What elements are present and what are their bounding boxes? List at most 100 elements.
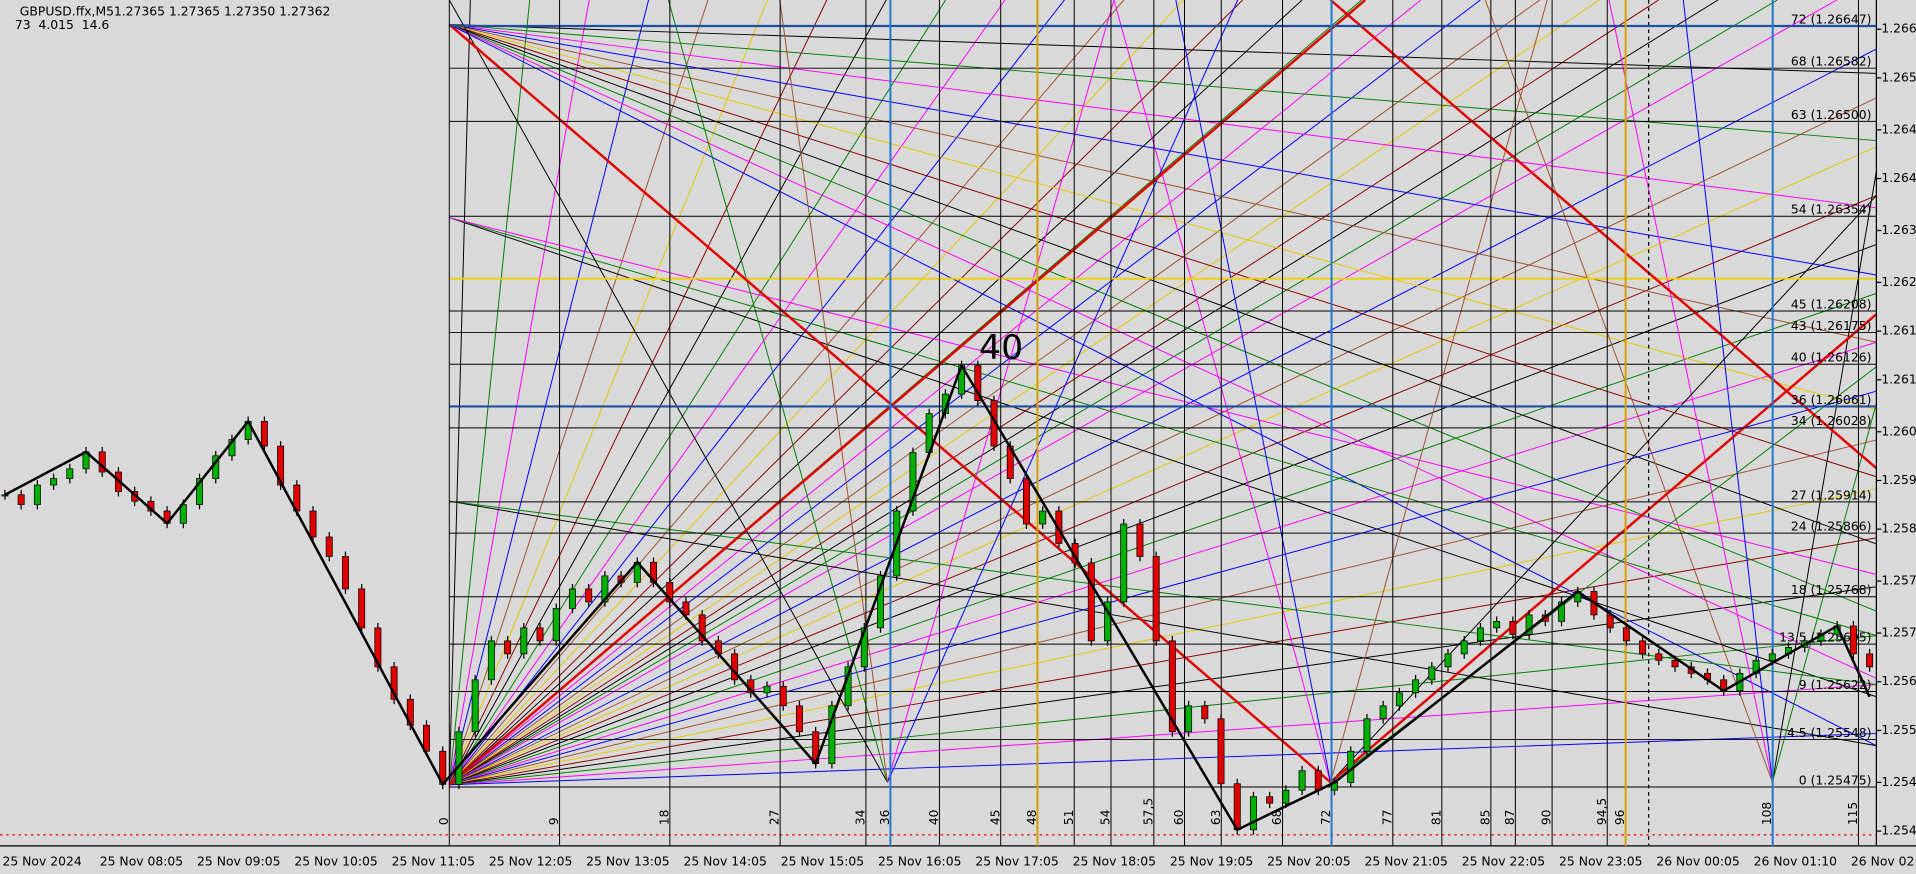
- fan-line: [449, 0, 1778, 786]
- level-label: 4.5 (1.25548): [1787, 726, 1871, 740]
- level-label: 0 (1.25475): [1799, 773, 1872, 787]
- fan-line: [449, 23, 1877, 343]
- candle: [568, 588, 576, 609]
- candle: [1671, 659, 1679, 668]
- candle: [487, 640, 495, 681]
- candle: [1639, 640, 1647, 655]
- fan-line: [448, 0, 590, 785]
- x-tick-label: 25 Nov 19:05: [1170, 854, 1253, 868]
- candle: [390, 666, 398, 700]
- candle: [1087, 562, 1095, 642]
- zigzag: [4, 362, 1871, 832]
- fan-line: [449, 0, 1838, 786]
- y-tick-label: 1.26177: [1881, 324, 1916, 338]
- fan-line: [1608, 0, 1773, 783]
- cycle-label: 60: [1172, 810, 1186, 826]
- fan-line: [1330, 195, 1877, 783]
- fan-line: [448, 0, 828, 785]
- candle: [1655, 653, 1663, 661]
- cycle-label: 85: [1478, 810, 1492, 826]
- candle: [1282, 789, 1290, 804]
- y-tick-label: 1.26567: [1881, 70, 1916, 84]
- level-label: 18 (1.25768): [1791, 583, 1872, 597]
- level-label: 54 (1.26354): [1791, 203, 1872, 217]
- candle: [1314, 770, 1322, 791]
- level-label: 40 (1.26126): [1791, 351, 1872, 365]
- x-tick-label: 25 Nov 10:05: [294, 854, 377, 868]
- fan-line: [449, 0, 1719, 786]
- fan-line: [449, 146, 1877, 786]
- fan-line: [449, 97, 1877, 786]
- candle: [974, 365, 982, 401]
- cycle-label: 96: [1613, 809, 1627, 825]
- candle: [1136, 523, 1144, 557]
- candle: [1444, 653, 1452, 668]
- cycle-label: 63: [1209, 810, 1223, 826]
- fan-line: [449, 390, 1877, 786]
- fan-line: [449, 0, 1600, 786]
- red-line: [1329, 0, 1878, 470]
- candle: [1039, 510, 1047, 525]
- candle: [50, 478, 58, 486]
- cycle-label: 18: [657, 810, 671, 826]
- candle: [260, 421, 268, 447]
- fan-line: [448, 0, 1125, 786]
- cycle-label: 48: [1025, 810, 1039, 826]
- fan-line: [449, 48, 1877, 786]
- candle: [471, 679, 479, 733]
- y-tick-label: 1.26642: [1881, 22, 1916, 36]
- candle: [585, 588, 593, 603]
- fan-line: [1484, 0, 1773, 783]
- candle: [1168, 640, 1176, 733]
- candle: [1120, 523, 1128, 603]
- fan-line: [1175, 0, 1332, 783]
- x-tick-label: 25 Nov 20:05: [1267, 854, 1350, 868]
- candle: [455, 731, 463, 785]
- level-label: 24 (1.25866): [1791, 520, 1872, 534]
- candle: [1201, 705, 1209, 720]
- fan-line: [449, 195, 1877, 786]
- fan-line: [449, 292, 1877, 786]
- fan-line: [886, 0, 1239, 783]
- fan-line: [448, 0, 1006, 786]
- candle: [666, 582, 674, 603]
- candle: [1233, 783, 1241, 831]
- fan-line: [449, 23, 1877, 545]
- cycle-label: 34: [853, 809, 867, 825]
- fan-line: [449, 537, 1877, 786]
- level-label: 68 (1.26582): [1791, 55, 1872, 69]
- y-tick-label: 1.25792: [1881, 574, 1916, 588]
- cycle-label: 87: [1503, 810, 1517, 826]
- fan-line: [448, 0, 1244, 786]
- fan-line: [1113, 0, 1332, 783]
- fan-line: [449, 23, 1877, 209]
- candle: [325, 536, 333, 557]
- candle: [1152, 556, 1160, 642]
- fan-line: [448, 0, 471, 785]
- candle: [66, 468, 74, 479]
- candle: [779, 685, 787, 707]
- cycle-label: 51: [1062, 810, 1076, 826]
- x-tick-label: 26 Nov 00:05: [1656, 854, 1739, 868]
- candle: [1849, 625, 1857, 655]
- y-tick-label: 1.26102: [1881, 372, 1916, 386]
- y-tick-label: 1.25637: [1881, 674, 1916, 688]
- candle: [1622, 627, 1630, 642]
- x-tick-label: 25 Nov 23:05: [1559, 854, 1642, 868]
- candle: [682, 601, 690, 616]
- y-tick-label: 1.25872: [1881, 522, 1916, 536]
- candle: [1460, 640, 1468, 655]
- candle: [1298, 770, 1306, 791]
- fan-line: [449, 0, 1659, 786]
- candle: [601, 575, 609, 603]
- ohlc: 1.27365 1.27365 1.27350 1.27362: [114, 5, 330, 19]
- cycle-label: 77: [1380, 810, 1394, 826]
- candle: [277, 445, 285, 486]
- x-tick-label: 25 Nov 09:05: [197, 854, 280, 868]
- candle: [552, 608, 560, 642]
- x-tick-label: 26 Nov 01:10: [1754, 854, 1837, 868]
- cycle-label: 40: [927, 810, 941, 826]
- candle: [1606, 614, 1614, 629]
